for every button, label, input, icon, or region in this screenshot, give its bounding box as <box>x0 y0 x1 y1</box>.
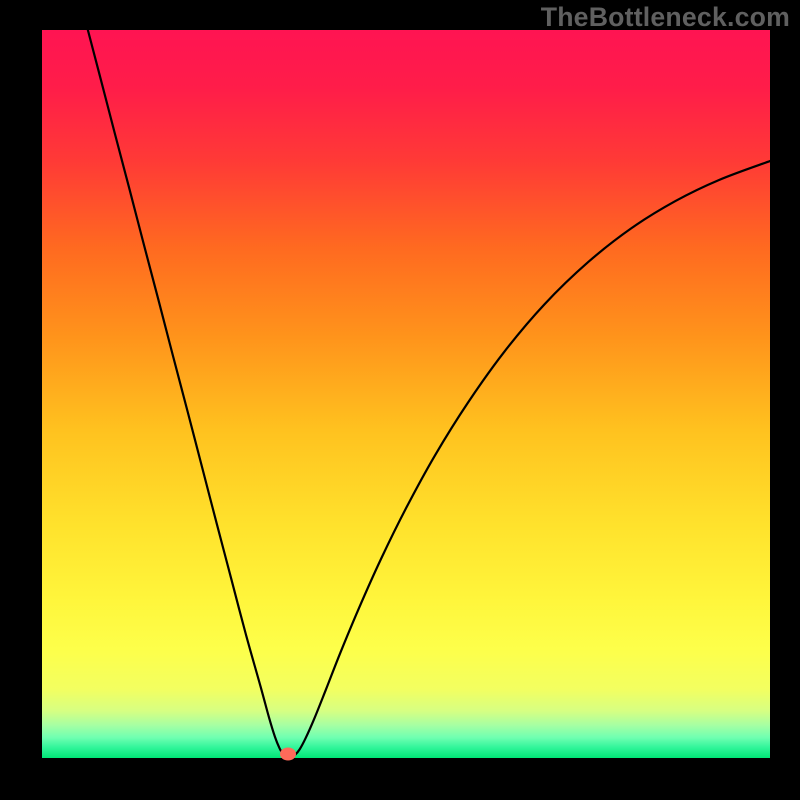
watermark-text: TheBottleneck.com <box>541 2 790 33</box>
plot-area <box>42 30 770 758</box>
bottleneck-curve <box>42 30 770 758</box>
chart-frame: TheBottleneck.com <box>0 0 800 800</box>
sweet-spot-marker <box>280 747 296 760</box>
